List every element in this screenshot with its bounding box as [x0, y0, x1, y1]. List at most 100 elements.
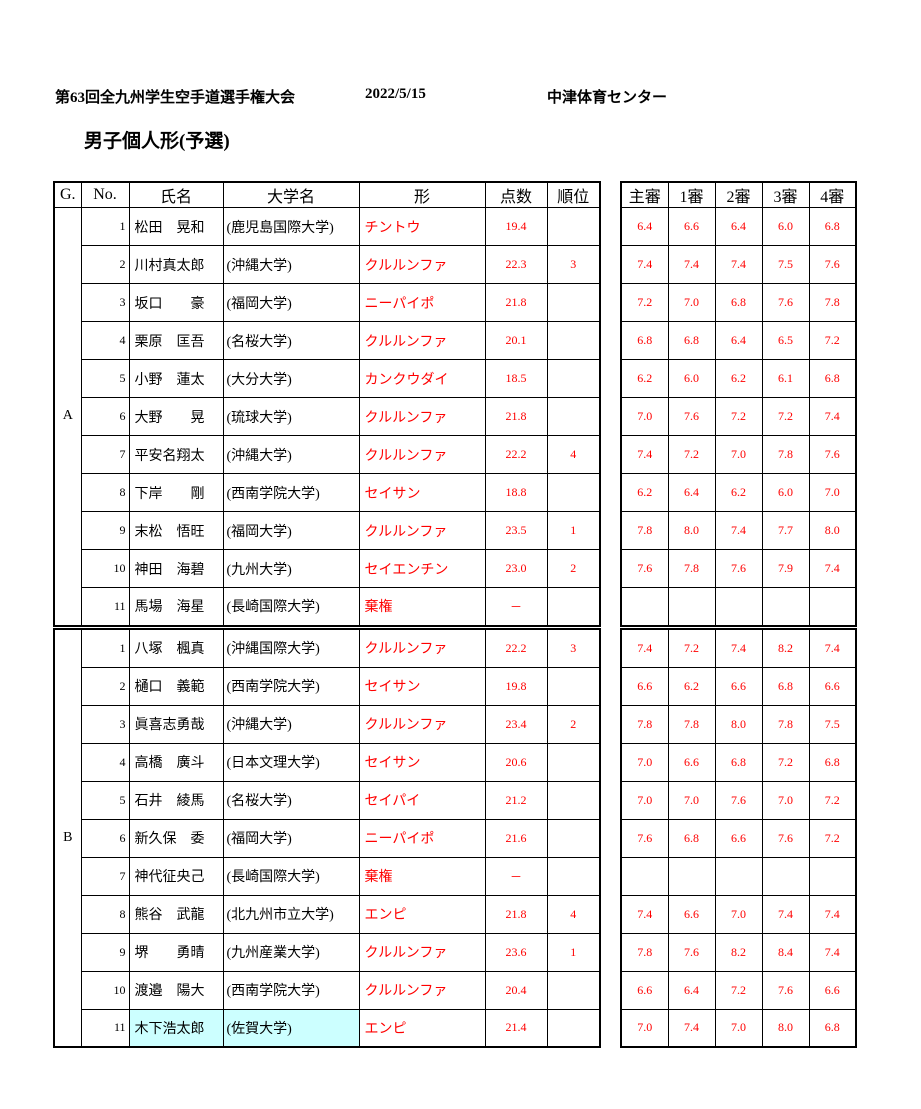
results-table-group-b: B 1 八塚 楓真 (沖縄国際大学) クルルンファ 22.2 3 2 樋口 義範 (西南学院大学)… — [53, 628, 601, 1048]
entry-number-cell: 5 — [80, 359, 130, 398]
university-cell: (沖縄大学) — [222, 435, 360, 474]
athlete-name-cell: 木下浩太郎 — [128, 1008, 224, 1048]
score-cell: 22.2 — [484, 435, 548, 474]
rank-cell — [546, 970, 601, 1010]
judge-score-cell: 6.2 — [667, 666, 716, 706]
entry-number-cell: 2 — [80, 666, 130, 706]
judge-score-cell: 6.0 — [761, 207, 810, 246]
kata-cell: セイエンチン — [358, 549, 486, 588]
university-cell: (沖縄大学) — [222, 704, 360, 744]
event-venue: 中津体育センター — [547, 90, 668, 106]
judge-score-cell: 8.2 — [761, 628, 810, 668]
rank-cell — [546, 473, 601, 512]
judge-score-cell: 7.5 — [761, 245, 810, 284]
university-cell: (名桜大学) — [222, 321, 360, 360]
university-cell: (長崎国際大学) — [222, 587, 360, 626]
entry-number-cell: 4 — [80, 321, 130, 360]
entry-number-cell: 11 — [80, 1008, 130, 1048]
athlete-name-cell: 平安名翔太 — [128, 435, 224, 474]
score-cell: 20.6 — [484, 742, 548, 782]
judge-score-row: 7.8 8.0 7.4 7.7 8.0 — [620, 511, 857, 550]
university-cell: (西南学院大学) — [222, 970, 360, 1010]
table-row: 3 眞喜志勇哉 (沖縄大学) クルルンファ 23.4 2 — [54, 704, 601, 744]
col-header-score: 点数 — [484, 181, 548, 208]
judge-score-cell: 6.8 — [761, 666, 810, 706]
university-cell: (長崎国際大学) — [222, 856, 360, 896]
col-header-name: 氏名 — [128, 181, 224, 208]
judge-score-cell: 7.4 — [808, 628, 857, 668]
rank-cell — [546, 780, 601, 820]
judge-score-cell: 7.7 — [761, 511, 810, 550]
judge-score-cell: 7.2 — [714, 970, 763, 1010]
judge-score-cell: 8.2 — [714, 932, 763, 972]
judge-score-cell: 8.0 — [667, 511, 716, 550]
kata-cell: クルルンファ — [358, 397, 486, 436]
col-header-judge-4: 4審 — [808, 181, 857, 208]
judge-score-cell: 7.4 — [714, 511, 763, 550]
judge-score-cell: 7.0 — [714, 894, 763, 934]
athlete-name-cell: 高橋 廣斗 — [128, 742, 224, 782]
results-table-group-a: G. No. 氏名 大学名 形 点数 順位 A 1 松田 晃和 (鹿児島国際大学) チン… — [53, 181, 601, 627]
university-cell: (西南学院大学) — [222, 473, 360, 512]
judge-score-row: 7.0 7.4 7.0 8.0 6.8 — [620, 1008, 857, 1048]
judge-score-cell: 6.6 — [808, 970, 857, 1010]
judge-score-row: 6.2 6.4 6.2 6.0 7.0 — [620, 473, 857, 512]
judge-score-cell: 7.4 — [808, 894, 857, 934]
judge-score-cell: 8.4 — [761, 932, 810, 972]
kata-cell: カンクウダイ — [358, 359, 486, 398]
judge-score-cell: 7.6 — [714, 549, 763, 588]
athlete-name-cell: 眞喜志勇哉 — [128, 704, 224, 744]
entry-number-cell: 11 — [80, 587, 130, 626]
judge-score-cell: 7.6 — [620, 549, 669, 588]
athlete-name-cell: 下岸 剛 — [128, 473, 224, 512]
judge-score-cell: 7.4 — [620, 628, 669, 668]
university-cell: (日本文理大学) — [222, 742, 360, 782]
entry-number-cell: 9 — [80, 511, 130, 550]
judge-score-cell: 7.8 — [761, 704, 810, 744]
rank-cell: 1 — [546, 511, 601, 550]
university-cell: (福岡大学) — [222, 511, 360, 550]
judge-score-row — [620, 856, 857, 896]
score-cell: 21.8 — [484, 894, 548, 934]
entry-number-cell: 4 — [80, 742, 130, 782]
judge-score-row: 7.6 6.8 6.6 7.6 7.2 — [620, 818, 857, 858]
judge-score-cell: 7.6 — [620, 818, 669, 858]
table-row: 5 石井 綾馬 (名桜大学) セイパイ 21.2 — [54, 780, 601, 820]
table-row: 5 小野 蓮太 (大分大学) カンクウダイ 18.5 — [54, 359, 601, 398]
judge-score-row: 6.8 6.8 6.4 6.5 7.2 — [620, 321, 857, 360]
score-cell: 19.4 — [484, 207, 548, 246]
table-row: 6 新久保 委 (福岡大学) ニーパイポ 21.6 — [54, 818, 601, 858]
entry-number-cell: 10 — [80, 970, 130, 1010]
score-cell: 21.6 — [484, 818, 548, 858]
judge-score-row: 6.4 6.6 6.4 6.0 6.8 — [620, 207, 857, 246]
col-header-judge-3: 3審 — [761, 181, 810, 208]
judge-score-cell: 6.8 — [808, 359, 857, 398]
judge-score-cell — [620, 856, 669, 896]
col-header-judge-1: 1審 — [667, 181, 716, 208]
table-row: 4 栗原 匡吾 (名桜大学) クルルンファ 20.1 — [54, 321, 601, 360]
score-cell: 21.4 — [484, 1008, 548, 1048]
score-cell: 20.1 — [484, 321, 548, 360]
kata-cell: 棄権 — [358, 587, 486, 626]
judge-score-cell: 7.4 — [808, 397, 857, 436]
col-header-university: 大学名 — [222, 181, 360, 208]
university-cell: (福岡大学) — [222, 283, 360, 322]
judge-score-cell — [761, 587, 810, 626]
judge-score-cell: 7.6 — [667, 397, 716, 436]
score-cell: － — [484, 856, 548, 896]
rank-cell: 2 — [546, 549, 601, 588]
athlete-name-cell: 川村真太郎 — [128, 245, 224, 284]
judge-score-cell: 7.2 — [761, 397, 810, 436]
score-cell: － — [484, 587, 548, 626]
judge-score-cell — [620, 587, 669, 626]
judge-score-cell: 7.8 — [620, 704, 669, 744]
judge-score-cell: 6.6 — [667, 894, 716, 934]
judge-score-cell: 6.8 — [808, 207, 857, 246]
table-row: 9 末松 悟旺 (福岡大学) クルルンファ 23.5 1 — [54, 511, 601, 550]
judge-header-row: 主審 1審 2審 3審 4審 — [620, 181, 857, 208]
score-cell: 23.4 — [484, 704, 548, 744]
score-cell: 23.6 — [484, 932, 548, 972]
event-date: 2022/5/15 — [365, 86, 426, 102]
rank-cell — [546, 742, 601, 782]
rank-cell: 2 — [546, 704, 601, 744]
